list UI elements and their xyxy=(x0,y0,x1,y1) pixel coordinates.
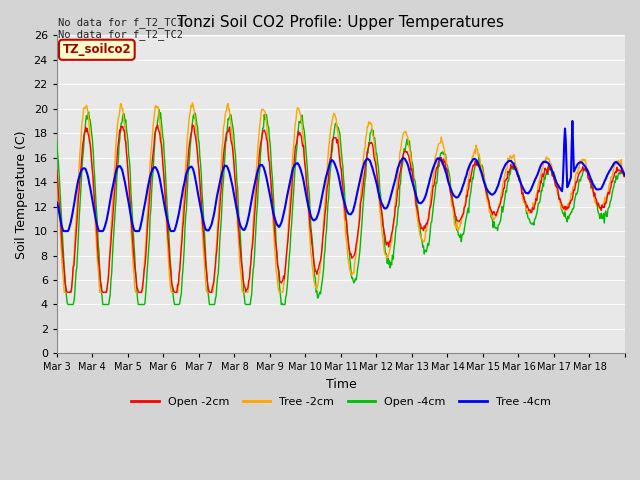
Y-axis label: Soil Temperature (C): Soil Temperature (C) xyxy=(15,130,28,259)
Text: No data for f_T2_TC1: No data for f_T2_TC1 xyxy=(58,17,182,28)
Text: TZ_soilco2: TZ_soilco2 xyxy=(63,43,131,56)
Text: No data for f_T2_TC2: No data for f_T2_TC2 xyxy=(58,29,182,40)
X-axis label: Time: Time xyxy=(326,378,356,391)
Legend: Open -2cm, Tree -2cm, Open -4cm, Tree -4cm: Open -2cm, Tree -2cm, Open -4cm, Tree -4… xyxy=(127,393,555,411)
Title: Tonzi Soil CO2 Profile: Upper Temperatures: Tonzi Soil CO2 Profile: Upper Temperatur… xyxy=(177,15,504,30)
